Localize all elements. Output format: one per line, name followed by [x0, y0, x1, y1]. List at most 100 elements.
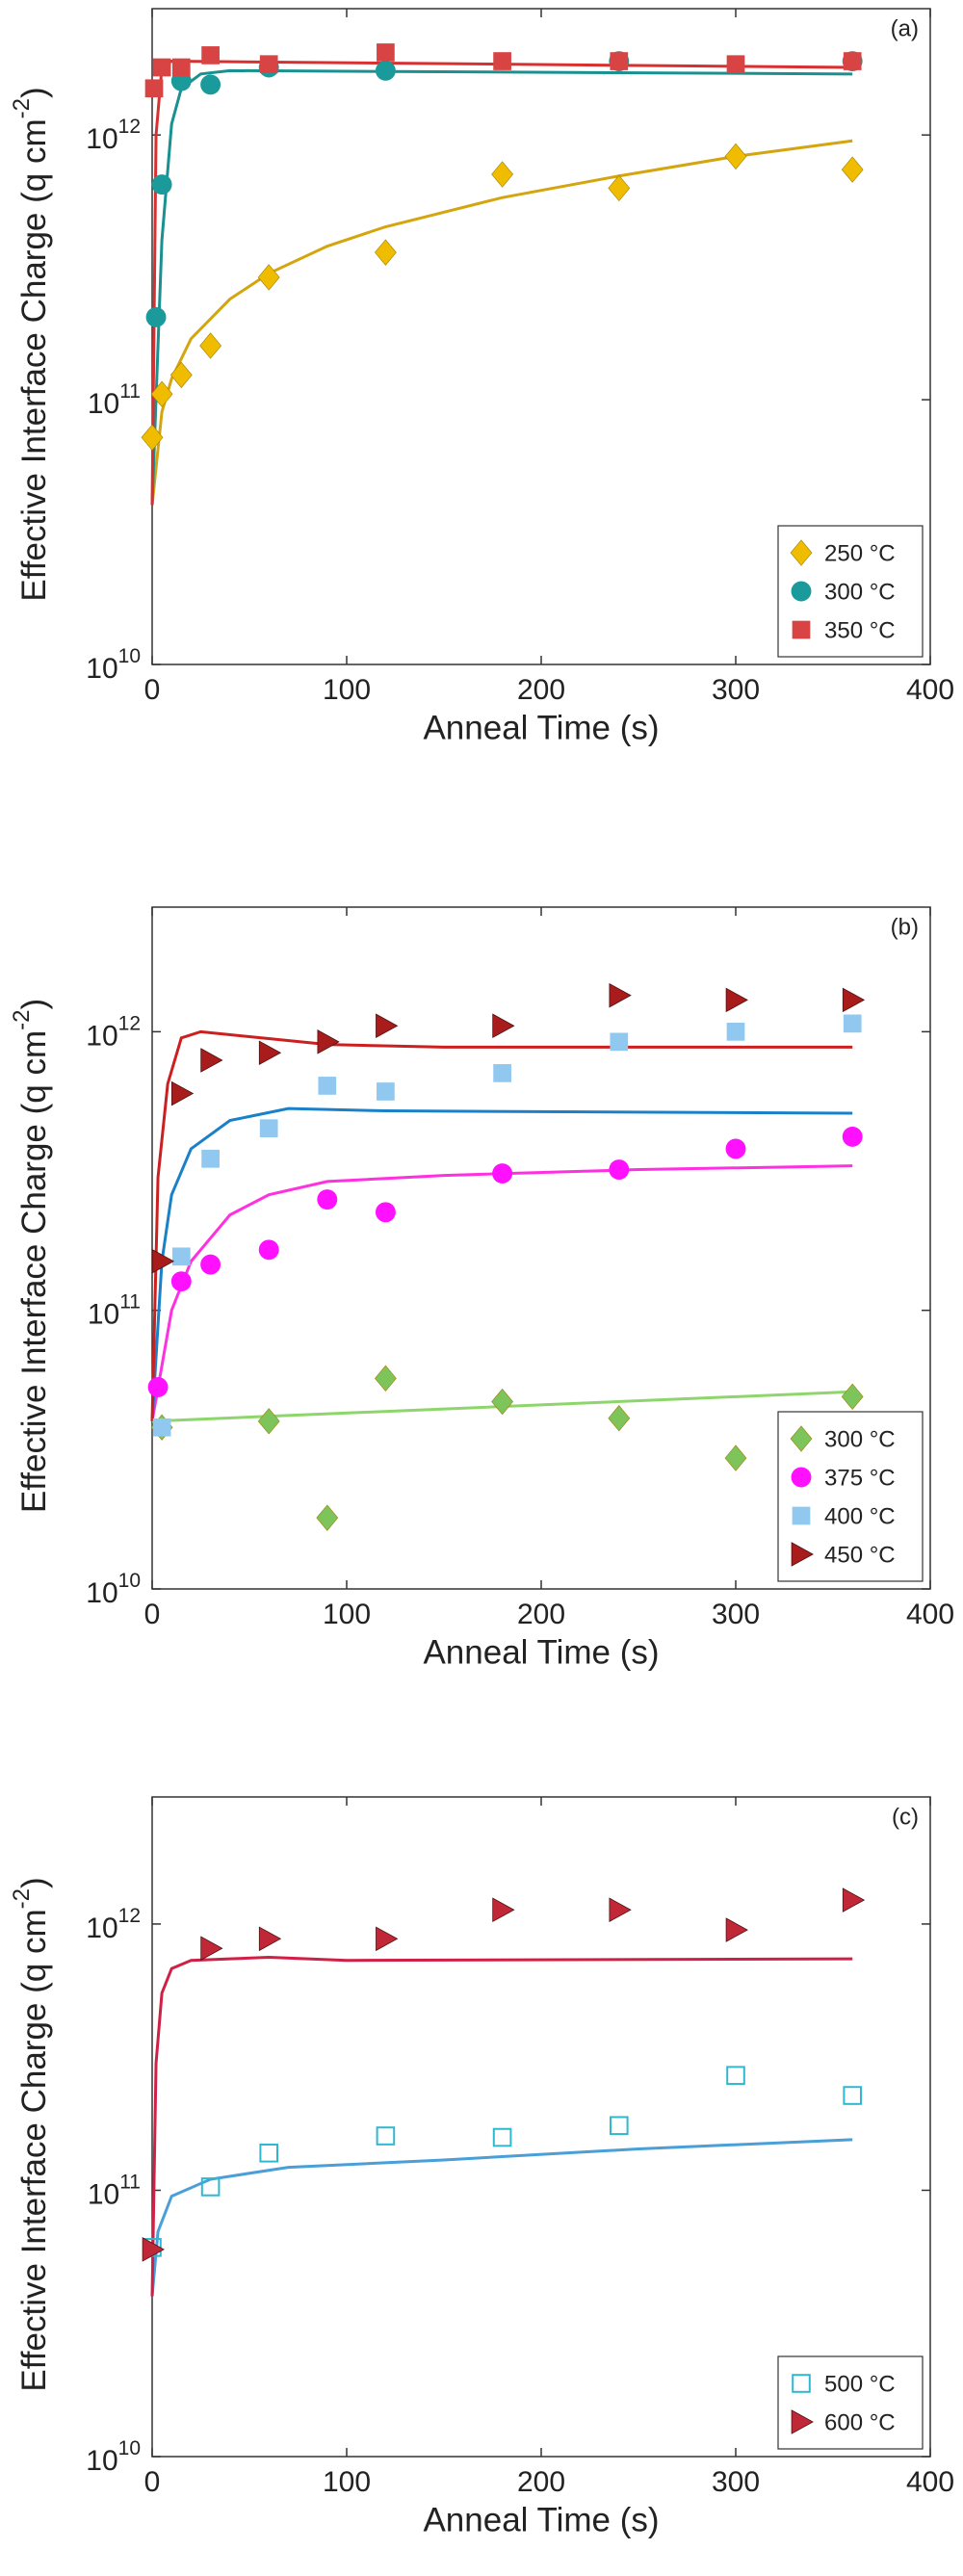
data-point [376, 2126, 396, 2146]
x-axis-label: Anneal Time (s) [423, 2501, 659, 2538]
y-tick-label: 1011 [88, 380, 141, 420]
data-point [259, 55, 278, 74]
fit-line [150, 139, 853, 506]
y-tick-label: 1012 [86, 116, 141, 155]
fit-line [150, 1164, 853, 1422]
legend-label: 375 °C [824, 1465, 896, 1491]
data-point [492, 1897, 515, 1923]
y-axis-label-main: Effective Interface Charge (q cm [15, 1030, 53, 1513]
legend-label: 600 °C [824, 2409, 896, 2435]
x-tick-label: 400 [906, 1599, 954, 1630]
data-point [151, 174, 172, 195]
data-point [843, 52, 862, 70]
x-tick-label: 100 [323, 674, 371, 706]
data-point [317, 1029, 340, 1054]
y-tick-label: 1012 [86, 1904, 141, 1943]
data-point [841, 156, 864, 183]
data-point [150, 380, 173, 407]
data-point [171, 58, 191, 77]
data-point [145, 306, 167, 327]
y-tick-exponent: 10 [118, 645, 141, 667]
y-tick-base: 10 [88, 388, 119, 420]
data-point [492, 2127, 512, 2147]
y-axis-label: Effective Interface Charge (q cm-2) [9, 999, 53, 1513]
fit-line [150, 2138, 853, 2297]
data-point [843, 2086, 863, 2105]
y-tick-exponent: 10 [118, 2437, 141, 2459]
x-tick-label: 300 [712, 674, 760, 706]
y-axis-label: Effective Interface Charge (q cm-2) [9, 1877, 53, 2391]
data-point [257, 264, 280, 291]
data-point [726, 1023, 745, 1041]
data-point [724, 1444, 747, 1471]
panel-label: (b) [891, 914, 919, 940]
data-point [152, 1418, 171, 1437]
legend-marker [792, 1506, 811, 1525]
x-axis-label: Anneal Time (s) [423, 709, 659, 746]
data-point [610, 52, 629, 70]
data-point [169, 361, 193, 389]
data-point [201, 1149, 220, 1168]
legend-label: 450 °C [824, 1542, 896, 1568]
y-axis-label-sup: -2 [9, 1888, 35, 1909]
panel-label: (c) [892, 1804, 919, 1830]
data-point [610, 2116, 629, 2136]
data-point [842, 987, 866, 1013]
legend-label: 300 °C [824, 579, 896, 605]
data-point [151, 1248, 175, 1274]
data-point [609, 1897, 632, 1923]
legend-marker [792, 2374, 811, 2393]
data-point [170, 1271, 192, 1292]
data-point [725, 1138, 746, 1159]
x-tick-label: 400 [906, 2466, 954, 2498]
y-tick-exponent: 11 [119, 380, 141, 403]
data-point [492, 1163, 513, 1184]
y-tick-exponent: 10 [118, 1570, 141, 1592]
y-tick-label: 1010 [86, 2437, 141, 2477]
y-tick-base: 10 [86, 1577, 117, 1609]
data-point [726, 55, 745, 74]
legend-marker [791, 1467, 812, 1488]
y-tick-label: 1011 [88, 1290, 141, 1330]
x-tick-label: 200 [517, 2466, 565, 2498]
data-point [201, 46, 220, 65]
data-point [608, 1405, 631, 1432]
legend-marker [791, 581, 812, 602]
data-point [375, 1202, 396, 1223]
y-tick-base: 10 [86, 2445, 117, 2477]
y-tick-exponent: 12 [118, 1904, 141, 1926]
data-point [257, 1408, 280, 1435]
x-tick-label: 100 [323, 1599, 371, 1630]
data-point [147, 1377, 169, 1397]
data-point [318, 1077, 337, 1095]
data-point [377, 43, 395, 62]
data-point [608, 174, 631, 202]
y-tick-base: 10 [88, 1299, 119, 1331]
x-tick-label: 0 [144, 2466, 161, 2498]
y-axis-label-sup: -2 [9, 1010, 35, 1030]
data-point [258, 1926, 282, 1952]
x-tick-label: 200 [517, 1599, 565, 1630]
fit-line [150, 1955, 853, 2297]
data-point [316, 1504, 339, 1531]
data-point [200, 2177, 221, 2197]
fit-line [150, 1029, 853, 1421]
data-point [726, 2066, 745, 2085]
fit-line [150, 1106, 853, 1421]
data-point [375, 1365, 397, 1392]
legend-marker [792, 620, 811, 639]
y-tick-exponent: 11 [119, 1290, 141, 1313]
data-point [609, 1159, 630, 1180]
data-point [493, 1064, 511, 1082]
data-point [610, 1032, 629, 1052]
data-point [724, 143, 747, 170]
y-tick-base: 10 [86, 653, 117, 685]
data-point [200, 1048, 223, 1073]
x-tick-label: 0 [144, 1599, 161, 1630]
data-point [259, 1119, 278, 1138]
y-tick-base: 10 [86, 1020, 117, 1052]
y-tick-base: 10 [88, 2178, 119, 2210]
y-tick-exponent: 11 [119, 2171, 141, 2193]
data-point [199, 332, 221, 359]
